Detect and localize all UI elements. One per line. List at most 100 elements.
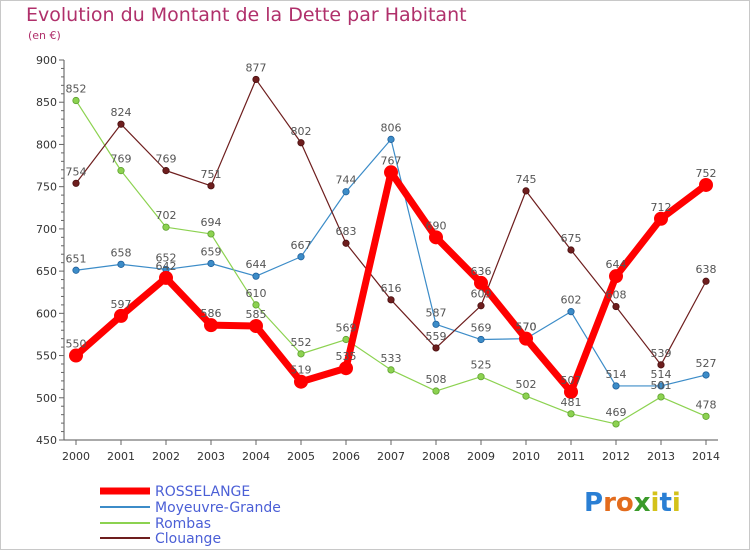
y-tick-label: 750 — [36, 181, 57, 194]
data-label-moyeuvre-grande: 659 — [201, 246, 222, 259]
data-label-clouange: 608 — [606, 289, 627, 302]
data-point-rosselange — [429, 230, 443, 245]
data-point-rombas — [432, 387, 440, 395]
data-point-rosselange — [564, 384, 578, 399]
data-label-rosselange: 570 — [516, 321, 537, 334]
data-label-rombas: 694 — [201, 216, 222, 229]
data-label-rombas: 552 — [291, 336, 312, 349]
data-label-rombas: 502 — [516, 378, 537, 391]
legend-label-rosselange: ROSSELANGE — [155, 484, 250, 500]
x-tick-label: 2011 — [557, 450, 585, 463]
y-tick-label: 600 — [36, 307, 57, 320]
x-tick-label: 2012 — [602, 450, 630, 463]
chart-title: Evolution du Montant de la Dette par Hab… — [26, 4, 467, 26]
x-tick-label: 2004 — [242, 450, 270, 463]
data-label-moyeuvre-grande: 514 — [606, 368, 627, 381]
data-label-clouange: 559 — [426, 330, 447, 343]
x-tick-label: 2014 — [692, 450, 720, 463]
data-label-rombas: 525 — [471, 359, 492, 372]
data-point-rombas — [72, 96, 80, 105]
data-label-moyeuvre-grande: 806 — [381, 121, 402, 134]
legend-label-rombas: Rombas — [155, 516, 211, 532]
y-tick-label: 700 — [36, 223, 57, 236]
data-label-rombas: 610 — [246, 287, 267, 300]
data-label-clouange: 616 — [381, 282, 402, 295]
data-label-moyeuvre-grande: 514 — [651, 368, 672, 381]
data-label-rosselange: 767 — [381, 154, 402, 167]
data-label-rosselange: 712 — [651, 201, 672, 214]
data-label-clouange: 675 — [561, 232, 582, 245]
logo-letter: o — [615, 488, 634, 518]
x-tick-label: 2006 — [332, 450, 360, 463]
data-label-rosselange: 642 — [156, 260, 177, 273]
y-tick-label: 850 — [36, 96, 57, 109]
data-point-rombas — [162, 223, 170, 231]
data-label-moyeuvre-grande: 667 — [291, 239, 312, 252]
data-point-moyeuvre-grande — [72, 266, 80, 274]
data-label-moyeuvre-grande: 651 — [66, 252, 87, 265]
x-tick-label: 2008 — [422, 450, 450, 463]
data-label-moyeuvre-grande: 587 — [426, 306, 447, 319]
x-tick-label: 2013 — [647, 450, 675, 463]
data-label-moyeuvre-grande: 644 — [246, 258, 267, 271]
legend-label-clouange: Clouange — [155, 531, 221, 547]
data-point-moyeuvre-grande — [207, 259, 215, 268]
data-label-rosselange: 519 — [291, 364, 312, 377]
data-label-rombas: 508 — [426, 373, 447, 386]
data-label-rombas: 533 — [381, 352, 402, 365]
data-point-moyeuvre-grande — [297, 253, 305, 261]
y-tick-label: 550 — [36, 350, 57, 363]
y-tick-label: 500 — [36, 392, 57, 405]
data-label-clouange: 877 — [246, 61, 267, 74]
data-point-clouange — [432, 344, 440, 352]
x-tick-label: 2002 — [152, 450, 180, 463]
data-label-moyeuvre-grande: 744 — [336, 174, 357, 187]
data-point-rosselange — [159, 270, 173, 285]
legend-label-moyeuvre-grande: Moyeuvre-Grande — [155, 500, 281, 516]
data-point-rombas — [387, 366, 395, 374]
data-point-moyeuvre-grande — [657, 382, 665, 390]
data-label-rosselange: 585 — [246, 308, 267, 321]
data-point-rombas — [522, 392, 530, 400]
data-label-clouange: 802 — [291, 125, 312, 138]
data-label-clouange: 769 — [156, 153, 177, 166]
data-point-clouange — [162, 167, 170, 175]
logo-letter: P — [584, 488, 604, 518]
chart-unit-label: (en €) — [28, 29, 61, 42]
data-label-rosselange: 507 — [561, 374, 582, 387]
y-tick-label: 650 — [36, 265, 57, 278]
data-label-clouange: 683 — [336, 225, 357, 238]
logo-letter: t — [659, 488, 672, 518]
data-point-clouange — [252, 75, 260, 84]
data-label-clouange: 751 — [201, 168, 222, 181]
data-label-clouange: 754 — [66, 165, 87, 178]
data-point-clouange — [612, 302, 620, 311]
data-label-moyeuvre-grande: 527 — [696, 357, 717, 370]
x-tick-label: 2003 — [197, 450, 225, 463]
data-point-rosselange — [294, 374, 308, 389]
data-label-moyeuvre-grande: 652 — [156, 251, 177, 264]
data-point-clouange — [297, 139, 305, 147]
data-point-rombas — [657, 393, 665, 401]
data-point-rombas — [297, 350, 305, 358]
data-point-moyeuvre-grande — [567, 308, 575, 316]
data-label-rosselange: 636 — [471, 265, 492, 278]
data-point-rosselange — [339, 361, 353, 376]
data-point-rosselange — [609, 269, 623, 284]
x-tick-label: 2009 — [467, 450, 495, 463]
data-point-rombas — [477, 373, 485, 381]
data-point-moyeuvre-grande — [387, 135, 395, 143]
x-tick-label: 2000 — [62, 450, 90, 463]
data-point-rosselange — [699, 177, 713, 192]
data-point-rosselange — [249, 319, 263, 333]
data-label-rombas: 481 — [561, 396, 582, 409]
data-point-moyeuvre-grande — [117, 260, 125, 268]
data-point-rombas — [702, 412, 710, 420]
data-label-moyeuvre-grande: 602 — [561, 294, 582, 307]
data-point-rombas — [207, 230, 215, 238]
y-tick-label: 800 — [36, 138, 57, 151]
data-point-rombas — [117, 167, 125, 175]
data-label-rosselange: 690 — [426, 219, 447, 232]
data-label-moyeuvre-grande: 570 — [516, 321, 537, 334]
